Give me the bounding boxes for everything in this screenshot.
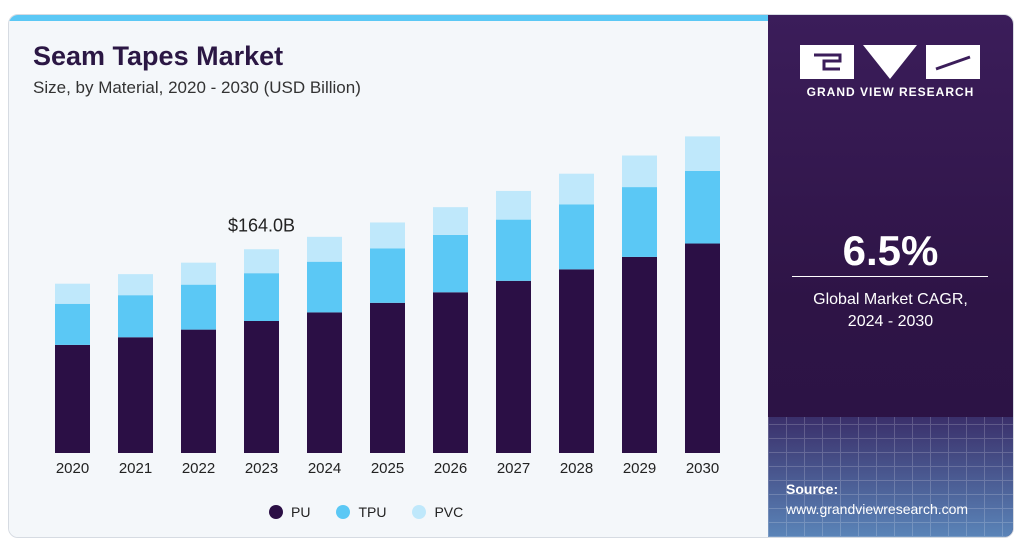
bar-tpu-2029 [622,187,657,257]
bar-tpu-2025 [370,248,405,303]
cagr-divider [792,276,988,277]
bar-pu-2021 [118,337,153,453]
x-tick-label-2025: 2025 [371,460,404,477]
grand-view-research-logo-icon [800,45,980,79]
legend-swatch-pvc [412,505,427,519]
bar-tpu-2024 [307,261,342,313]
bar-pvc-2025 [370,222,405,249]
bar-pu-2029 [622,256,657,453]
legend-item-tpu: TPU [336,504,386,520]
legend-label-tpu: TPU [358,504,387,520]
cagr-label-line1: Global Market CAGR, [813,291,968,308]
x-tick-label-2027: 2027 [497,460,530,477]
legend-item-pvc: PVC [412,504,463,520]
x-tick-label-2028: 2028 [560,460,593,477]
bar-tpu-2028 [559,204,594,270]
cagr-value: 6.5% [842,227,939,274]
x-tick-label-2024: 2024 [308,460,341,477]
bar-pvc-2022 [181,262,216,285]
x-tick-label-2029: 2029 [623,460,656,477]
bar-pvc-2028 [559,173,594,205]
bar-pvc-2020 [55,283,90,304]
bar-tpu-2022 [181,284,216,330]
x-tick-label-2022: 2022 [182,460,215,477]
legend-label-pu: PU [291,504,311,520]
bar-pu-2023 [244,321,279,453]
x-tick-label-2020: 2020 [56,460,89,477]
bar-tpu-2023 [244,273,279,321]
chart-title: Seam Tapes Market [33,41,284,71]
bar-pu-2025 [370,302,405,453]
bar-pu-2027 [496,280,531,453]
bar-tpu-2027 [496,219,531,281]
bar-pu-2022 [181,329,216,453]
bar-pu-2020 [55,344,90,453]
brand-name: GRAND VIEW RESEARCH [806,85,975,99]
chart-subtitle: Size, by Material, 2020 - 2030 (USD Bill… [33,78,361,97]
x-tick-label-2030: 2030 [686,460,719,477]
source-label: Source: [786,481,839,497]
cagr-label-line2: 2024 - 2030 [847,313,934,330]
legend-label-pvc: PVC [434,504,464,520]
bar-pvc-2023 [244,249,279,274]
sidebar-footer-background [768,417,1013,537]
x-tick-label-2021: 2021 [119,460,152,477]
bar-tpu-2026 [433,234,468,293]
legend-item-pu: PU [269,504,310,520]
bar-pvc-2021 [118,274,153,296]
cagr-label: Global Market CAGR, 2024 - 2030 [768,289,1013,333]
x-tick-label-2026: 2026 [434,460,467,477]
bar-pu-2028 [559,269,594,453]
chart-legend: PU TPU PVC [269,501,463,523]
stacked-bar-chart: 2020 2021 2022 2023 2024 2025 2026 2027 2028 2029… [55,136,720,477]
infographic-card: Seam Tapes Market Size, by Material, 202… [8,14,1014,538]
source-link[interactable]: www.grandviewresearch.com [786,501,969,517]
accent-bar [9,15,768,21]
bar-pu-2026 [433,292,468,453]
bar-pvc-2030 [685,136,720,171]
legend-swatch-pu [269,505,283,519]
legend-swatch-tpu [336,505,351,519]
bar-pvc-2024 [307,236,342,262]
bar-pu-2030 [685,243,720,453]
sidebar-grid-decoration [768,417,1013,537]
bar-pvc-2026 [433,207,468,235]
bar-pu-2024 [307,312,342,453]
bar-tpu-2030 [685,170,720,244]
bar-pvc-2027 [496,190,531,220]
bar-pvc-2029 [622,155,657,188]
value-annotation-2023: $164.0B [228,215,295,235]
bar-tpu-2020 [55,303,90,345]
bar-tpu-2021 [118,295,153,338]
summary-sidebar: GRAND VIEW RESEARCH 6.5% Global Market C… [768,15,1013,537]
x-tick-label-2023: 2023 [245,460,278,477]
